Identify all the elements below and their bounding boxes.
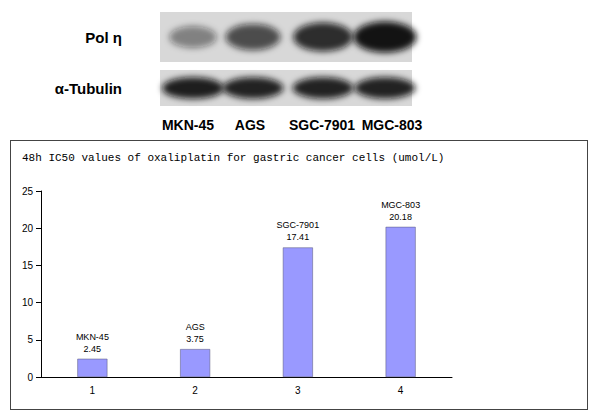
svg-text:20: 20 bbox=[22, 223, 34, 234]
svg-text:5: 5 bbox=[27, 334, 33, 345]
svg-text:2.45: 2.45 bbox=[84, 344, 102, 354]
svg-text:48h IC50 values of oxaliplatin: 48h IC50 values of oxaliplatin for gastr… bbox=[22, 152, 444, 164]
svg-text:AGS: AGS bbox=[235, 117, 265, 133]
svg-text:AGS: AGS bbox=[186, 322, 205, 332]
svg-text:15: 15 bbox=[22, 260, 34, 271]
svg-text:10: 10 bbox=[22, 297, 34, 308]
svg-text:MGC-803: MGC-803 bbox=[381, 200, 420, 210]
svg-text:3: 3 bbox=[295, 385, 301, 396]
svg-text:MKN-45: MKN-45 bbox=[162, 117, 214, 133]
svg-text:MKN-45: MKN-45 bbox=[76, 332, 109, 342]
svg-text:α-Tubulin: α-Tubulin bbox=[55, 80, 122, 97]
svg-text:SGC-7901: SGC-7901 bbox=[277, 220, 320, 230]
svg-text:Pol η: Pol η bbox=[85, 29, 122, 46]
svg-text:25: 25 bbox=[22, 186, 34, 197]
svg-text:1: 1 bbox=[90, 385, 96, 396]
svg-text:2: 2 bbox=[192, 385, 198, 396]
svg-text:3.75: 3.75 bbox=[186, 334, 204, 344]
svg-text:0: 0 bbox=[27, 372, 33, 383]
svg-text:SGC-7901: SGC-7901 bbox=[289, 117, 355, 133]
svg-text:4: 4 bbox=[398, 385, 404, 396]
svg-text:MGC-803: MGC-803 bbox=[362, 117, 423, 133]
svg-text:17.41: 17.41 bbox=[287, 232, 310, 242]
svg-text:20.18: 20.18 bbox=[389, 212, 412, 222]
